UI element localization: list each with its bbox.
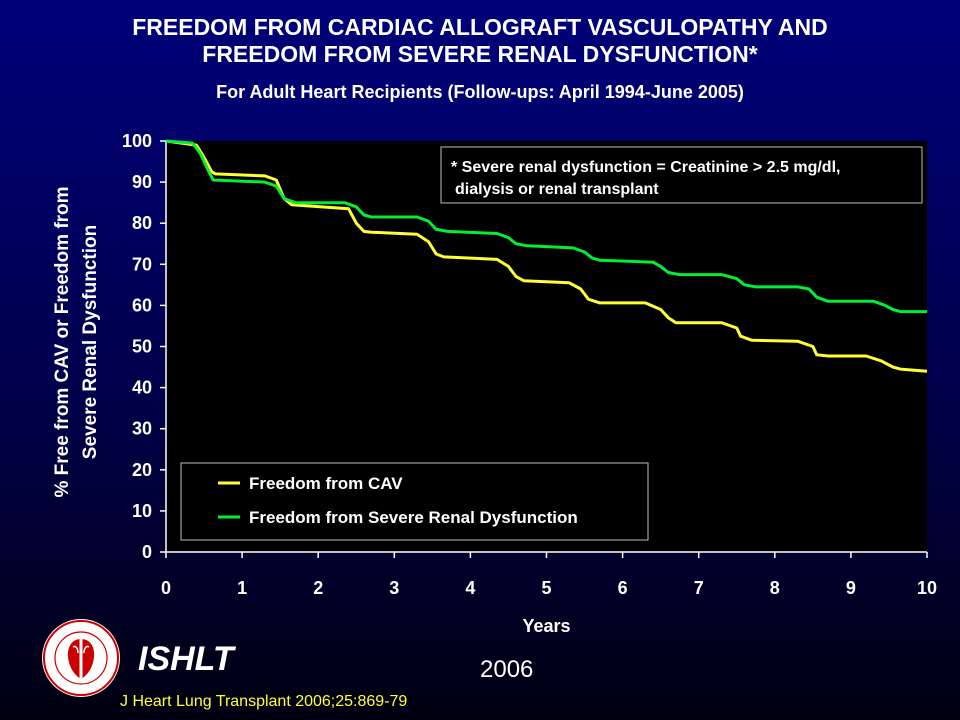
y-axis-label-line-1: % Free from CAV or Freedom from	[52, 186, 73, 497]
y-tick-label: 60	[132, 295, 152, 315]
ishlt-brand: ISHLT	[138, 640, 234, 678]
y-tick-label: 40	[132, 378, 152, 398]
y-tick-label: 70	[132, 254, 152, 274]
y-axis-label-line-2: Severe Renal Dysfunction	[80, 225, 101, 459]
x-tick-label: 4	[465, 578, 475, 598]
y-tick-label: 90	[132, 172, 152, 192]
y-tick-label: 0	[142, 542, 152, 562]
legend-box	[180, 462, 649, 541]
page-title: FREEDOM FROM CARDIAC ALLOGRAFT VASCULOPA…	[0, 14, 960, 68]
x-tick-label: 3	[389, 578, 399, 598]
x-tick-label: 10	[917, 578, 937, 598]
legend-label-renal-dysfunction: Freedom from Severe Renal Dysfunction	[249, 508, 578, 527]
footnote-line-1: * Severe renal dysfunction = Creatinine …	[451, 159, 840, 176]
x-tick-label: 2	[313, 578, 323, 598]
y-tick-label: 30	[132, 419, 152, 439]
y-tick-label: 20	[132, 460, 152, 480]
series-line-renal-dysfunction	[165, 139, 927, 314]
x-tick-label: 7	[694, 578, 704, 598]
footnote-line-2: dialysis or renal transplant	[455, 181, 659, 198]
citation: J Heart Lung Transplant 2006;25:869-79	[120, 693, 408, 710]
x-tick-label: 9	[846, 578, 856, 598]
x-tick-label: 6	[618, 578, 628, 598]
y-tick-label: 100	[122, 131, 152, 151]
ishlt-logo-icon	[42, 619, 120, 697]
x-axis-label: Years	[522, 616, 570, 636]
x-tick-label: 5	[541, 578, 551, 598]
x-tick-label: 8	[770, 578, 780, 598]
y-tick-label: 80	[132, 213, 152, 233]
title-line-1: FREEDOM FROM CARDIAC ALLOGRAFT VASCULOPA…	[132, 14, 828, 40]
y-tick-label: 10	[132, 501, 152, 521]
x-tick-label: 0	[161, 578, 171, 598]
x-tick-label: 1	[237, 578, 247, 598]
footnote-box	[440, 146, 923, 204]
title-line-2: FREEDOM FROM SEVERE RENAL DYSFUNCTION*	[202, 41, 758, 67]
y-tick-label: 50	[132, 337, 152, 357]
legend-label-cav: Freedom from CAV	[249, 474, 403, 493]
page-subtitle: For Adult Heart Recipients (Follow-ups: …	[216, 82, 744, 102]
report-year: 2006	[480, 656, 534, 683]
